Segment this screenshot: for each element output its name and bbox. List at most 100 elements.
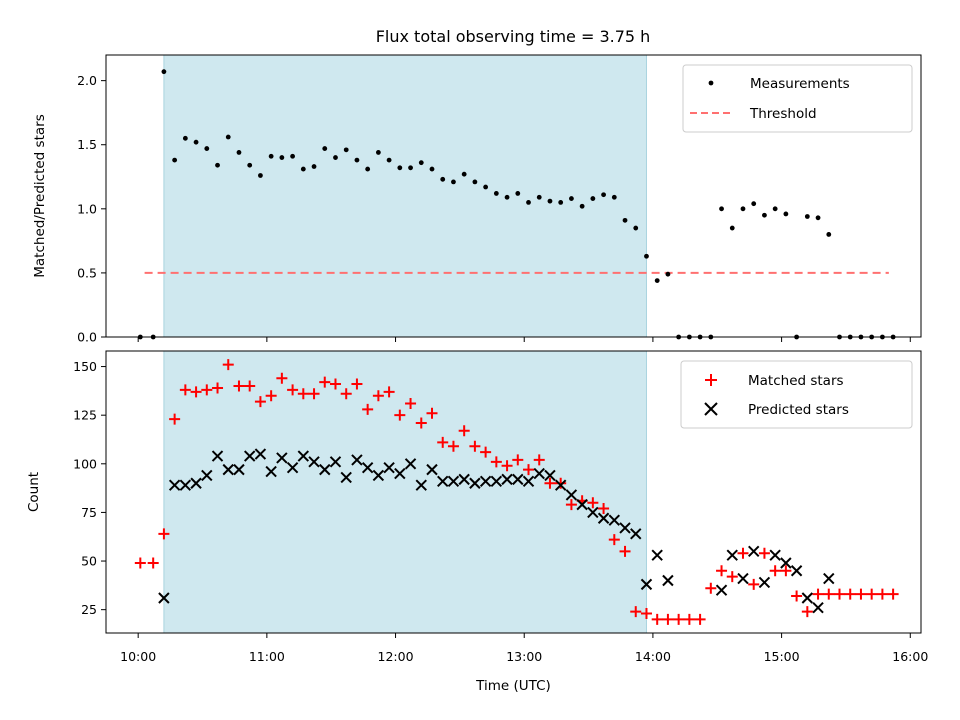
matched-star-point [834,588,845,600]
measurement-point [268,153,274,159]
measurement-point [483,184,489,190]
predicted-star-point [308,456,320,468]
matched-star-point [233,380,245,392]
measurement-point [515,191,521,196]
matched-star-point [212,382,224,394]
predicted-star-point [372,469,385,482]
matched-star-point [662,613,674,625]
measurement-point [740,206,746,212]
bottom-ytick-label: 125 [73,408,97,423]
legend-label-threshold: Threshold [749,106,817,122]
measurement-point [751,201,757,207]
predicted-star-point [329,456,342,468]
measurement-point [290,153,295,159]
matched-star-point [437,436,449,448]
predicted-star-point [490,475,503,488]
matched-star-point [705,582,717,594]
measurement-point [333,155,338,160]
predicted-star-point [630,528,642,540]
matched-star-point [394,409,406,421]
matched-star-point [512,454,524,466]
matched-star-point [598,503,610,515]
measurement-point [311,164,317,169]
measurement-point [804,214,810,219]
predicted-star-point [619,522,631,534]
matched-star-point [866,588,878,600]
predicted-star-point [780,557,792,569]
matched-star-point [630,606,642,618]
matched-star-point [844,588,856,600]
bottom-ytick-label: 50 [81,554,97,569]
matched-star-point [458,425,470,437]
measurement-point [408,165,413,171]
predicted-star-point [576,498,588,511]
measurement-point [215,162,220,168]
top-legend-box [682,64,913,133]
matched-star-point [587,497,599,509]
measurement-point [654,278,660,283]
predicted-star-point [512,473,524,486]
matched-star-point [855,588,867,600]
matched-star-point [319,376,331,388]
measurement-point [193,139,199,145]
matched-star-point [791,590,803,602]
matched-star-point [362,403,374,415]
measurement-point [558,200,564,205]
predicted-star-point [233,463,245,476]
measurement-point [622,217,628,223]
matched-star-point [244,380,256,392]
predicted-star-point [640,578,653,591]
measurement-point [161,69,167,75]
matched-star-point [608,534,620,546]
predicted-star-point [801,592,814,604]
measurement-point [815,215,821,221]
top-panel: 0.00.51.01.52.0 Matched/Predicted stars … [32,54,922,345]
predicted-star-point [737,572,749,585]
predicted-star-point [361,461,374,474]
matched-star-point [329,378,341,390]
measurement-point [569,196,574,201]
predicted-star-point [769,549,781,561]
measurement-point [429,166,435,172]
measurement-point [601,192,606,198]
bottom-legend-box [680,360,913,429]
matched-star-point [158,528,170,540]
predicted-star-point [533,467,545,480]
predicted-star-point [201,469,213,482]
matched-star-point [716,565,728,577]
matched-star-point [673,613,685,625]
predicted-star-point [469,477,481,489]
predicted-star-point [297,450,310,462]
matched-star-point [190,386,202,398]
measurement-point [365,166,371,172]
legend-label-measurements: Measurements [750,76,850,92]
matched-star-point [823,588,835,600]
predicted-star-point [790,565,803,577]
matched-star-point [533,454,545,466]
predicted-star-point [651,549,663,561]
top-ytick-label: 1.5 [77,137,97,152]
measurement-point [236,150,242,155]
bottom-frame [105,350,922,634]
matched-star-point [351,378,363,390]
predicted-star-point [190,477,202,489]
predicted-star-point [383,461,395,474]
measurement-point [440,176,446,182]
bottom-xtick-label: 11:00 [249,649,285,664]
measurement-point [225,134,231,140]
matched-star-point [383,386,395,398]
matched-star-point [812,588,824,600]
bottom-xtick-label: 15:00 [764,649,800,664]
measurement-point [504,194,510,200]
measurement-point [322,146,328,151]
predicted-star-point [404,458,417,470]
predicted-star-point [243,450,256,462]
measurement-point [729,225,735,231]
matched-star-point [501,460,513,472]
measurement-point [343,147,349,153]
predicted-star-point [458,473,470,486]
matched-star-point [876,588,888,600]
predicted-star-point [544,469,556,482]
top-frame [105,54,922,338]
matched-star-point [737,547,749,559]
